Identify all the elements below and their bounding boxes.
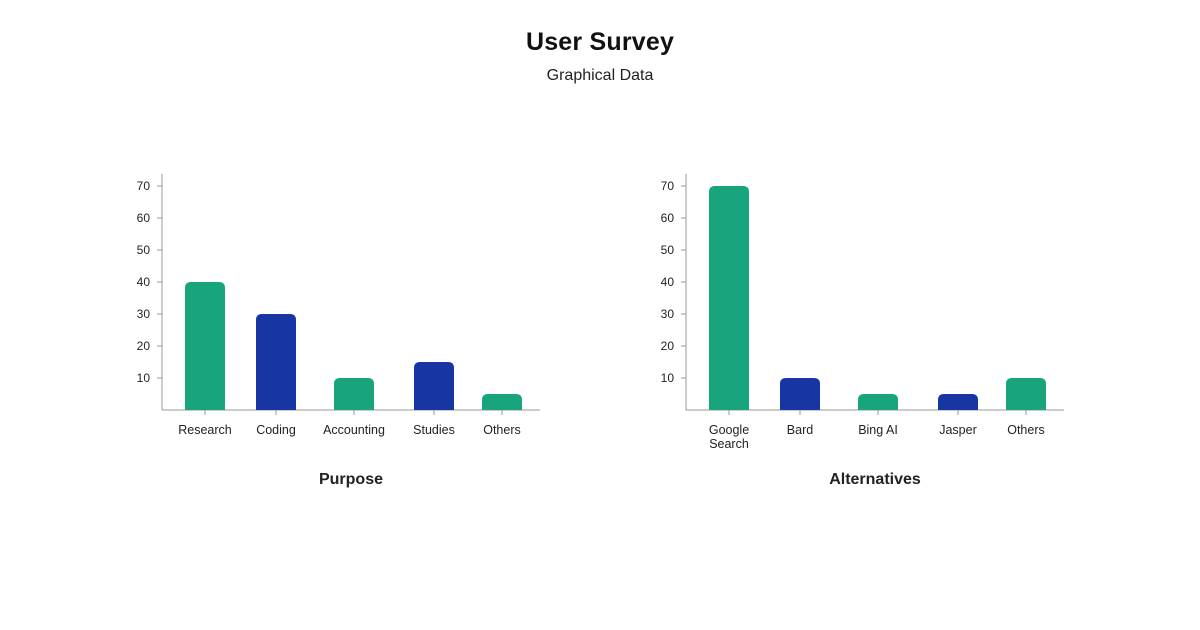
- y-tick-label: 10: [137, 371, 151, 385]
- y-tick-label: 70: [661, 179, 675, 193]
- page-title: User Survey: [525, 28, 675, 56]
- y-tick-label: 70: [137, 179, 151, 193]
- bar: [938, 394, 978, 410]
- bar: [334, 378, 374, 410]
- y-tick-label: 60: [661, 211, 675, 225]
- bar: [256, 314, 296, 410]
- chart-title: Alternatives: [829, 471, 921, 488]
- bar: [858, 394, 898, 410]
- chart-1: 10 20 30 40 50 60 70 Google Search Bard Bing AI Jas…: [661, 174, 1064, 488]
- bar: [185, 282, 225, 410]
- y-tick-label: 20: [661, 339, 675, 353]
- bar: [482, 394, 522, 410]
- y-tick-label: 60: [137, 211, 151, 225]
- bar: [709, 186, 749, 410]
- x-tick-label: Others: [1007, 423, 1045, 437]
- page-subtitle: Graphical Data: [546, 67, 654, 84]
- x-tick-label: Jasper: [939, 423, 977, 437]
- y-tick-label: 40: [661, 275, 675, 289]
- x-tick-label: Bing AI: [858, 423, 898, 437]
- y-tick-label: 30: [661, 307, 675, 321]
- bar: [414, 362, 454, 410]
- bar: [780, 378, 820, 410]
- bar: [1006, 378, 1046, 410]
- x-tick-label: Others: [483, 423, 521, 437]
- x-tick-label: Bard: [787, 423, 813, 437]
- y-tick-label: 20: [137, 339, 151, 353]
- x-tick-label: Google Search: [709, 423, 749, 451]
- y-tick-label: 50: [661, 243, 675, 257]
- x-tick-label: Coding: [256, 423, 296, 437]
- y-tick-label: 10: [661, 371, 675, 385]
- y-tick-label: 40: [137, 275, 151, 289]
- x-tick-label: Studies: [413, 423, 455, 437]
- chart-0: 10 20 30 40 50 60 70 Research Coding Accounting St…: [137, 174, 540, 488]
- x-tick-label: Research: [178, 423, 232, 437]
- chart-title: Purpose: [319, 471, 383, 488]
- x-tick-label: Accounting: [323, 423, 385, 437]
- y-tick-label: 30: [137, 307, 151, 321]
- y-tick-label: 50: [137, 243, 151, 257]
